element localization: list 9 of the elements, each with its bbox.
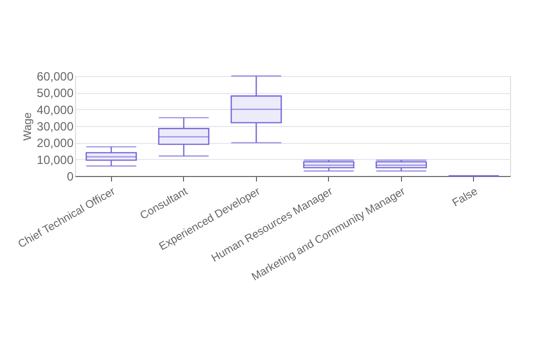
y-tick-label: 20,000	[36, 136, 74, 150]
y-axis-title: Wage	[22, 112, 34, 141]
y-tick-label: 40,000	[36, 102, 74, 117]
y-tick-label: 10,000	[36, 152, 74, 167]
x-tick-label: False	[450, 186, 480, 210]
y-tick-label: 60,000	[36, 70, 74, 84]
y-tick-label: 50,000	[36, 86, 74, 100]
y-tick-label: 0	[66, 170, 74, 184]
y-tick-label: 30,000	[36, 120, 74, 134]
